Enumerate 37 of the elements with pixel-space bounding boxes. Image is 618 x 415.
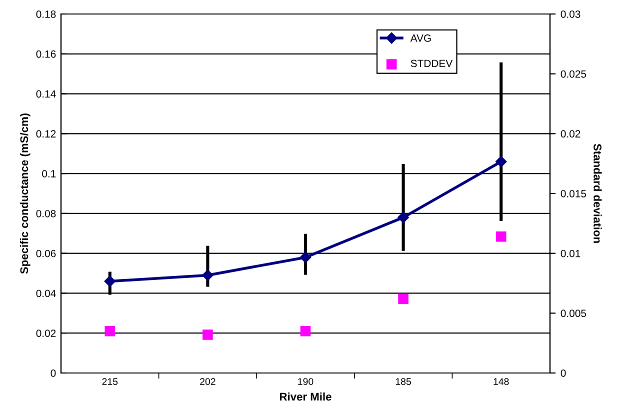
point (300, 326, 311, 336)
point (202, 330, 213, 340)
point (398, 212, 409, 224)
y-tick-label: 0.02 (36, 330, 56, 337)
y-tick-label: 0.12 (36, 130, 56, 138)
point (495, 156, 507, 168)
y-tick-label: 0.1 (42, 170, 56, 178)
y-tick-label: 0.18 (36, 10, 56, 18)
x-tick-label: 185 (396, 378, 412, 385)
point (398, 294, 408, 304)
y2-tick-label: 0.015 (560, 190, 586, 198)
point (104, 326, 116, 336)
y2-tick-label: 0 (560, 370, 566, 377)
y2-tick-label: 0.03 (560, 10, 580, 18)
point (104, 276, 116, 287)
y-tick-label: 0.08 (36, 210, 56, 218)
x-tick-label: 148 (494, 378, 509, 385)
y-tick-label: 0.06 (36, 250, 56, 258)
y2-tick-label: 0.01 (560, 250, 580, 258)
x-axis-title: River Mile (280, 392, 332, 401)
y2-tick-label: 0.005 (560, 310, 586, 318)
y-tick-label: 0.16 (36, 50, 56, 58)
y-tick-label: 0.14 (36, 90, 56, 98)
x-tick-label: 215 (102, 378, 118, 385)
x-tick-label: 190 (298, 378, 314, 385)
legend-label: AVG (410, 34, 431, 42)
legend-label: STDDEV (410, 60, 453, 68)
point (496, 231, 506, 242)
y-tick-label: 0 (50, 370, 56, 377)
point (202, 270, 214, 281)
y-tick-label: 0.04 (36, 290, 56, 298)
y2-axis-title: Standard deviation (594, 144, 602, 243)
x-tick-label: 202 (200, 378, 216, 385)
y-axis-title: Specific conductance (mS/cm) (20, 113, 30, 274)
y2-tick-label: 0.02 (560, 130, 580, 138)
point (300, 252, 312, 263)
y2-tick-label: 0.025 (560, 70, 586, 78)
